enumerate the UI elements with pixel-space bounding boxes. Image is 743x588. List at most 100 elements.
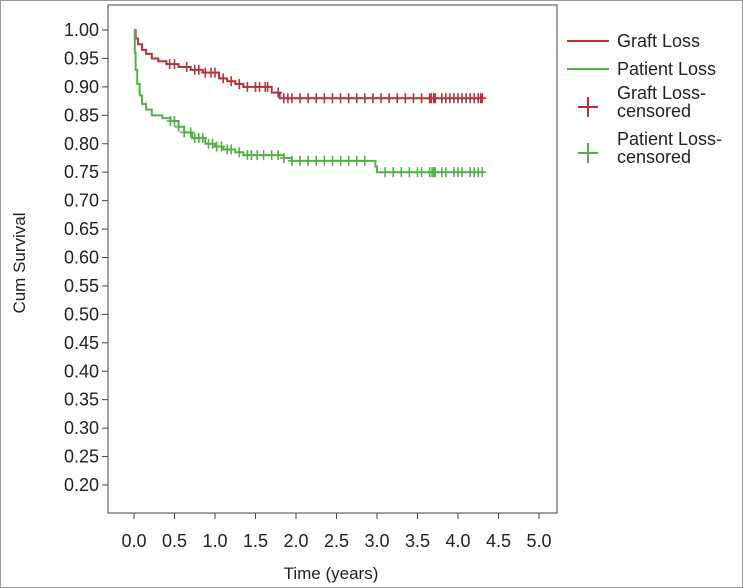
x-tick-label: 2.0: [283, 531, 308, 551]
patient-loss-censor-mark: [417, 167, 426, 178]
graft-loss-censor-mark: [360, 93, 369, 104]
y-tick-label: 0.30: [64, 418, 99, 438]
y-tick-label: 0.75: [64, 162, 99, 182]
graft-loss-censor-mark: [219, 73, 228, 84]
patient-loss-censor-mark: [312, 155, 321, 166]
graft-loss-censor-mark: [368, 93, 377, 104]
y-tick-label: 0.50: [64, 304, 99, 324]
graft-loss-censor-mark: [328, 93, 337, 104]
y-tick-label: 0.95: [64, 48, 99, 68]
legend-item: Graft Loss-censored: [578, 83, 706, 121]
patient-loss-censor-mark: [320, 155, 329, 166]
x-tick-label: 2.5: [324, 531, 349, 551]
y-tick-label: 0.45: [64, 333, 99, 353]
patient-loss-censor-mark: [208, 138, 217, 149]
y-tick-label: 0.70: [64, 191, 99, 211]
patient-loss-censor-mark: [259, 150, 268, 161]
legend-label: Patient Loss-: [617, 129, 722, 149]
x-tick-label: 1.5: [243, 531, 268, 551]
y-tick-label: 0.35: [64, 390, 99, 410]
legend-label: Graft Loss-: [617, 83, 706, 103]
x-tick-label: 0.5: [162, 531, 187, 551]
x-tick-label: 4.5: [486, 531, 511, 551]
graft-loss-censor-mark: [170, 59, 179, 70]
graft-loss-censor-mark: [401, 93, 410, 104]
graft-loss-censor-mark: [336, 93, 345, 104]
legend-item: Graft Loss: [567, 31, 700, 51]
x-axis-title: Time (years): [284, 564, 379, 583]
patient-loss-censor-mark: [328, 155, 337, 166]
y-axis-title: Cum Survival: [10, 212, 29, 313]
patient-loss-censor-mark: [304, 155, 313, 166]
patient-loss-censor-mark: [344, 155, 353, 166]
patient-loss-censor-mark: [352, 155, 361, 166]
y-tick-label: 0.60: [64, 248, 99, 268]
patient-loss-censor-mark: [389, 167, 398, 178]
legend-label: Graft Loss: [617, 31, 700, 51]
x-tick-label: 3.0: [364, 531, 389, 551]
patient-loss-censor-mark: [274, 150, 283, 161]
graft-loss-censor-mark: [227, 76, 236, 87]
patient-loss-censor-mark: [198, 133, 207, 144]
x-tick-label: 5.0: [526, 531, 551, 551]
patient-loss-censor-mark: [287, 155, 296, 166]
graft-loss-censor-mark: [194, 64, 203, 75]
y-tick-label: 0.80: [64, 134, 99, 154]
x-tick-label: 4.0: [445, 531, 470, 551]
graft-loss-censor-mark: [274, 87, 283, 98]
legend-item: Patient Loss: [567, 59, 716, 79]
x-tick-label: 0.0: [121, 531, 146, 551]
legend-label-line2: censored: [617, 147, 691, 167]
y-tick-label: 1.00: [64, 20, 99, 40]
legend-label-line2: censored: [617, 101, 691, 121]
graft-loss-censor-mark: [312, 93, 321, 104]
graft-loss-censor-mark: [211, 67, 219, 78]
plot-area-frame: [107, 4, 558, 514]
patient-loss-censor-mark: [279, 152, 288, 163]
legend-item: Patient Loss-censored: [578, 129, 722, 167]
graft-loss-censor-mark: [296, 93, 305, 104]
graft-loss-censor-mark: [352, 93, 361, 104]
graft-loss-censor-mark: [478, 93, 487, 104]
graft-loss-series: [134, 29, 487, 104]
patient-loss-censor-mark: [478, 167, 487, 178]
graft-loss-censor-mark: [320, 93, 329, 104]
patient-loss-censor-mark: [458, 167, 467, 178]
patient-loss-censor-mark: [381, 167, 390, 178]
x-tick-label: 3.5: [405, 531, 430, 551]
y-tick-label: 0.20: [64, 475, 99, 495]
graft-loss-censor-mark: [287, 93, 296, 104]
graft-loss-censor-mark: [263, 81, 272, 92]
patient-loss-censor-mark: [174, 121, 183, 132]
graft-loss-censor-mark: [182, 61, 191, 72]
legend-label: Patient Loss: [617, 59, 716, 79]
patient-loss-censor-mark: [217, 141, 226, 152]
y-tick-label: 0.40: [64, 361, 99, 381]
graft-loss-censor-mark: [304, 93, 313, 104]
patient-loss-censor-mark: [235, 147, 244, 158]
y-tick-label: 0.85: [64, 105, 99, 125]
graft-loss-censor-mark: [243, 81, 252, 92]
x-tick-label: 1.0: [202, 531, 227, 551]
graft-loss-censor-mark: [385, 93, 394, 104]
graft-loss-censor-mark: [417, 93, 426, 104]
graft-loss-censor-mark: [377, 93, 386, 104]
patient-loss-censor-mark: [296, 155, 305, 166]
patient-loss-censor-mark: [405, 167, 414, 178]
patient-loss-censor-mark: [227, 144, 236, 155]
y-tick-label: 0.25: [64, 447, 99, 467]
y-tick-label: 0.65: [64, 219, 99, 239]
y-tick-label: 0.55: [64, 276, 99, 296]
graft-loss-censor-mark: [344, 93, 353, 104]
patient-loss-series: [133, 29, 487, 178]
y-tick-label: 0.90: [64, 77, 99, 97]
graft-loss-censor-mark: [409, 93, 418, 104]
patient-loss-censor-mark: [397, 167, 406, 178]
graft-loss-censor-mark: [393, 93, 402, 104]
legend: Graft Loss Patient Loss Graft Loss-censore…: [567, 31, 722, 167]
patient-loss-censor-mark: [186, 127, 195, 138]
graft-loss-censor-mark: [235, 79, 244, 90]
patient-loss-censor-mark: [336, 155, 345, 166]
